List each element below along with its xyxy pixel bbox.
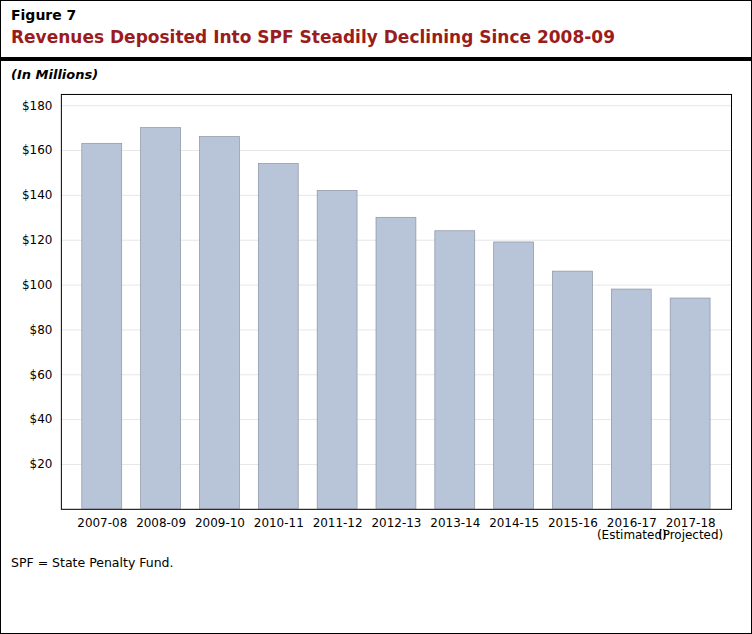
html-text:SPF = State Penalty Fund.: SPF = State Penalty Fund. (11, 554, 174, 570)
svg-text:2014-15: 2014-15 (489, 516, 539, 530)
html-text:(In Millions): (In Millions) (11, 67, 99, 82)
svg-text:$140: $140 (22, 188, 52, 202)
svg-text:2011-12: 2011-12 (313, 516, 363, 530)
svg-text:$100: $100 (22, 278, 52, 292)
svg-text:$80: $80 (30, 323, 53, 337)
html-text:Figure 7: Figure 7 (11, 7, 77, 23)
svg-text:2007-08: 2007-08 (77, 516, 127, 530)
svg-text:$20: $20 (30, 457, 53, 471)
svg-text:2017-18(Projected): 2017-18(Projected) (658, 516, 723, 542)
svg-text:2013-14: 2013-14 (430, 516, 480, 530)
svg-text:2008-09: 2008-09 (136, 516, 186, 530)
svg-text:2010-11: 2010-11 (254, 516, 304, 530)
svg-text:2015-16: 2015-16 (548, 516, 598, 530)
html-text:Revenues Deposited Into SPF St: Revenues Deposited Into SPF Steadily Dec… (11, 27, 615, 47)
svg-text:$40: $40 (30, 412, 53, 426)
svg-text:2016-17(Estimated): 2016-17(Estimated) (597, 516, 667, 542)
svg-text:$60: $60 (30, 368, 53, 382)
svg-text:2012-13: 2012-13 (371, 516, 421, 530)
svg-text:$160: $160 (22, 143, 52, 157)
svg-text:$120: $120 (22, 233, 52, 247)
svg-text:2009-10: 2009-10 (195, 516, 245, 530)
svg-text:$180: $180 (22, 99, 52, 113)
